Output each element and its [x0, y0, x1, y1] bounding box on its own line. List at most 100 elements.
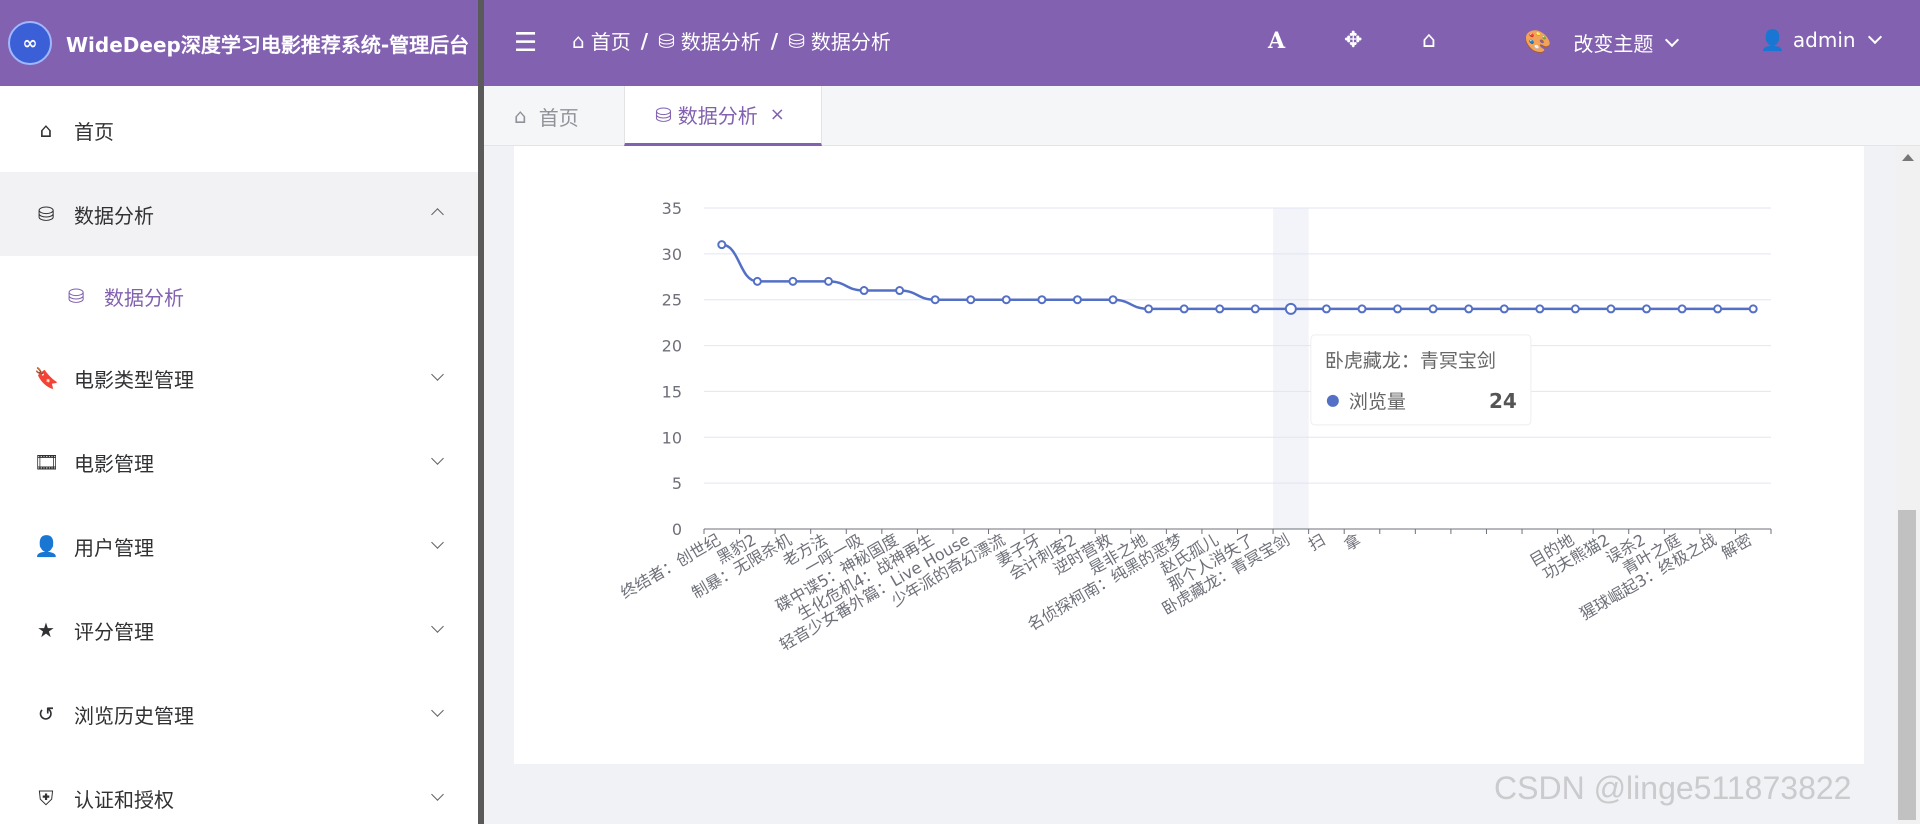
star-icon: ★ [37, 618, 55, 642]
user-icon: 👤 [34, 534, 59, 558]
breadcrumb-item-home[interactable]: 首页 [590, 30, 631, 54]
sidebar-item-label: 电影管理 [74, 451, 154, 476]
data-point [895, 286, 905, 296]
user-icon: 👤 [1760, 28, 1785, 52]
chevron-up-icon [431, 208, 444, 221]
data-point [1108, 295, 1118, 305]
sidebar-item-auth[interactable]: ⛨ 认证和授权 [0, 756, 478, 824]
database-icon: ⛁ [655, 102, 672, 127]
sidebar-item-movie-types[interactable]: 🔖 电影类型管理 [0, 336, 478, 420]
sidebar-item-label: 数据分析 [104, 285, 184, 310]
sidebar-item-label: 电影类型管理 [74, 367, 194, 392]
menu-toggle-icon[interactable]: ☰ [514, 28, 538, 58]
palette-icon: 🎨 [1524, 30, 1552, 55]
data-point [1001, 295, 1011, 305]
tooltip-box [1310, 334, 1532, 426]
tooltip-value: 24 [1489, 389, 1517, 413]
font-size-icon[interactable]: A [1268, 28, 1286, 54]
data-point [752, 276, 762, 286]
sidebar-item-users[interactable]: 👤 用户管理 [0, 504, 478, 588]
chevron-down-icon [431, 620, 444, 633]
user-dropdown[interactable]: 👤 admin [1760, 28, 1882, 52]
film-icon: 🎞 [34, 450, 60, 474]
y-tick-label: 35 [662, 199, 682, 218]
sidebar: ⌂ 首页 ⛁ 数据分析 ⛁ 数据分析 🔖 电影类型管理 🎞 电影管理 👤 用户管… [0, 86, 478, 824]
chevron-down-icon [431, 452, 444, 465]
y-tick-label: 15 [662, 382, 682, 401]
sidebar-item-movies[interactable]: 🎞 电影管理 [0, 420, 478, 504]
breadcrumb-item-analysis[interactable]: 数据分析 [680, 30, 761, 54]
data-point [788, 276, 798, 286]
data-point [1677, 304, 1687, 314]
data-point [1037, 295, 1047, 305]
data-point [1250, 304, 1260, 314]
data-point [1144, 304, 1154, 314]
data-point [1321, 304, 1331, 314]
data-point [930, 295, 940, 305]
bookmark-icon: 🔖 [34, 366, 59, 390]
data-point [823, 276, 833, 286]
sidebar-item-home[interactable]: ⌂ 首页 [0, 88, 478, 172]
data-point [1357, 304, 1367, 314]
tab-home[interactable]: ⌂ 首页 [514, 86, 579, 146]
chart-card: 0 5 10 15 20 25 30 35 终结者：创世纪 黑豹2 制暴：无限杀机 老方法 一呼一吸 碟中… [514, 146, 1864, 764]
app-title: WideDeep深度学习电影推荐系统-管理后台 [66, 32, 470, 57]
chevron-down-icon [1867, 29, 1882, 45]
y-tick-label: 0 [672, 520, 682, 539]
close-icon[interactable]: × [769, 104, 785, 125]
sidebar-item-history[interactable]: ↺ 浏览历史管理 [0, 672, 478, 756]
chevron-down-icon [431, 788, 444, 801]
scrollbar-thumb[interactable] [1898, 510, 1916, 820]
data-point [1284, 302, 1297, 315]
y-tick-label: 25 [662, 291, 682, 310]
home-icon: ⌂ [39, 118, 53, 142]
y-tick-label: 30 [662, 245, 682, 264]
scroll-up-icon[interactable] [1902, 154, 1914, 161]
sidebar-item-label: 评分管理 [74, 619, 154, 644]
data-point [1499, 304, 1509, 314]
sidebar-resize-handle[interactable] [478, 0, 484, 824]
history-icon: ↺ [37, 702, 55, 726]
sidebar-item-data-analysis[interactable]: ⛁ 数据分析 [0, 172, 478, 256]
home-icon[interactable]: ⌂ [1422, 28, 1436, 53]
tab-label: 数据分析 [677, 104, 758, 128]
sidebar-item-label: 用户管理 [74, 535, 154, 560]
data-point [859, 286, 869, 296]
chevron-down-icon [431, 536, 444, 549]
chevron-down-icon [431, 704, 444, 717]
sidebar-subitem-data-analysis[interactable]: ⛁ 数据分析 [0, 254, 478, 338]
theme-label: 改变主题 [1573, 32, 1654, 56]
sidebar-item-ratings[interactable]: ★ 评分管理 [0, 588, 478, 672]
hover-band [1273, 208, 1309, 529]
data-point [1642, 304, 1652, 314]
database-icon: ⛁ [37, 202, 55, 226]
tooltip-marker [1326, 394, 1339, 407]
data-point [1748, 304, 1758, 314]
fullscreen-icon[interactable]: ✥ [1344, 28, 1363, 53]
y-tick-label: 20 [662, 337, 682, 356]
data-point [1179, 304, 1189, 314]
line-chart[interactable]: 05101520253035终结者：创世纪黑豹2制暴：无限杀机老方法一呼一吸碟中… [514, 146, 1864, 764]
data-point [1072, 295, 1082, 305]
main-content: 0 5 10 15 20 25 30 35 终结者：创世纪 黑豹2 制暴：无限杀机 老方法 一呼一吸 碟中… [484, 146, 1904, 824]
scrollbar[interactable] [1896, 146, 1920, 824]
sidebar-item-label: 认证和授权 [74, 787, 174, 812]
breadcrumb-separator: / [640, 28, 649, 53]
shield-icon: ⛨ [38, 786, 54, 810]
data-point [1428, 304, 1438, 314]
data-point [1215, 304, 1225, 314]
sidebar-item-label: 数据分析 [74, 203, 154, 228]
tab-data-analysis[interactable]: ⛁ 数据分析 × [624, 86, 822, 146]
y-tick-label: 10 [662, 428, 682, 447]
data-point [1606, 304, 1616, 314]
database-icon: ⛁ [658, 28, 675, 53]
watermark: CSDN @linge511873822 [1494, 770, 1852, 806]
database-icon: ⛁ [788, 28, 805, 53]
tooltip-title: 卧虎藏龙：青冥宝剑 [1325, 350, 1496, 372]
home-icon: ⌂ [572, 28, 585, 53]
sidebar-item-label: 浏览历史管理 [74, 703, 194, 728]
theme-dropdown[interactable]: 🎨 改变主题 [1524, 28, 1680, 57]
tab-label: 首页 [538, 105, 579, 130]
breadcrumb-item-current: 数据分析 [810, 30, 891, 54]
brand[interactable]: ∞ WideDeep深度学习电影推荐系统-管理后台 [0, 0, 478, 86]
